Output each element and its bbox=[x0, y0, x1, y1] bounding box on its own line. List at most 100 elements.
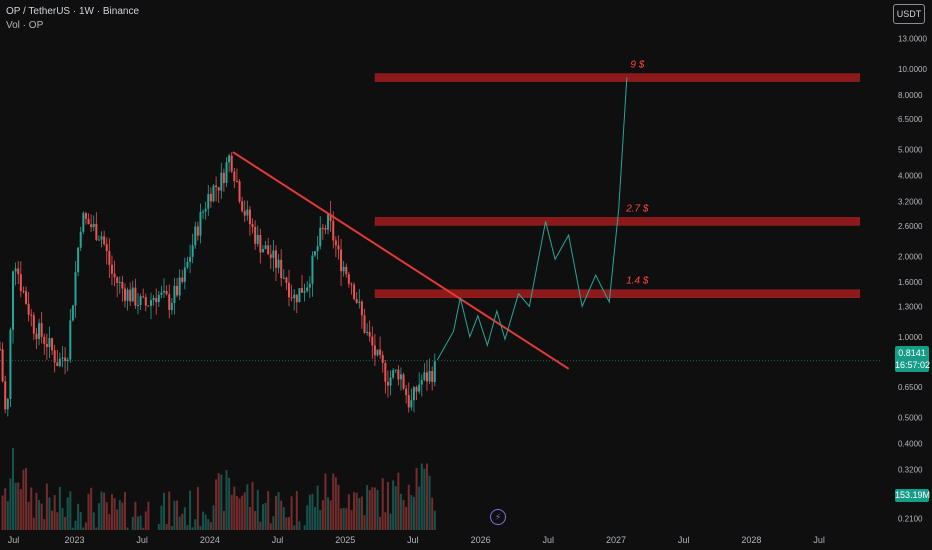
candle-body bbox=[183, 267, 186, 282]
candle-body bbox=[217, 187, 220, 191]
candle-body bbox=[394, 369, 397, 371]
candle-body bbox=[329, 213, 332, 221]
candle-body bbox=[282, 277, 285, 279]
candle-body bbox=[108, 251, 111, 265]
time-tick-label: 2027 bbox=[606, 535, 626, 545]
volume-bar bbox=[43, 519, 46, 530]
volume-bar bbox=[376, 489, 379, 530]
volume-bar bbox=[433, 510, 436, 530]
candle-body bbox=[402, 374, 405, 389]
volume-bar bbox=[14, 482, 17, 530]
volume-bar bbox=[199, 526, 202, 530]
volume-bar bbox=[27, 501, 30, 530]
lightning-icon[interactable]: ⚡ bbox=[490, 509, 506, 525]
price-tick-label: 4.0000 bbox=[898, 172, 923, 181]
volume-bar bbox=[209, 522, 212, 530]
candle-body bbox=[22, 291, 25, 293]
volume-bar bbox=[379, 516, 382, 530]
volume-bar bbox=[360, 496, 363, 530]
candle-body bbox=[4, 381, 7, 410]
candle-body bbox=[14, 268, 17, 272]
volume-bar bbox=[100, 491, 103, 530]
volume-bar bbox=[371, 487, 374, 530]
price-tick-label: 1.6000 bbox=[898, 278, 923, 287]
volume-bar bbox=[136, 516, 139, 530]
candle-body bbox=[285, 277, 288, 283]
candle-body bbox=[324, 228, 327, 230]
volume-bar bbox=[264, 502, 267, 530]
volume-bar bbox=[191, 527, 194, 530]
price-tick-label: 0.2100 bbox=[898, 514, 923, 523]
candle-body bbox=[97, 239, 100, 241]
volume-bar bbox=[399, 493, 402, 530]
volume-bar bbox=[272, 516, 275, 530]
candle-body bbox=[168, 294, 171, 310]
volume-bar bbox=[410, 495, 413, 530]
candle-body bbox=[384, 362, 387, 382]
candle-body bbox=[272, 250, 275, 258]
candle-body bbox=[340, 249, 343, 272]
volume-bar bbox=[324, 473, 327, 530]
candle-body bbox=[334, 240, 337, 246]
volume-bar bbox=[386, 481, 389, 530]
volume-bar bbox=[397, 472, 400, 530]
candle-body bbox=[212, 185, 215, 202]
volume-bar bbox=[277, 492, 280, 530]
time-tick-label: Jul bbox=[543, 535, 555, 545]
candle-body bbox=[48, 338, 51, 348]
candle-body bbox=[397, 369, 400, 380]
candle-body bbox=[308, 283, 311, 288]
candle-body bbox=[103, 236, 106, 245]
volume-bar bbox=[329, 500, 332, 530]
time-tick-label: Jul bbox=[8, 535, 20, 545]
candle-body bbox=[355, 299, 358, 303]
time-tick-label: Jul bbox=[136, 535, 148, 545]
volume-bar bbox=[280, 500, 283, 530]
volume-indicator-label[interactable]: Vol · OP bbox=[6, 20, 44, 31]
candle-body bbox=[9, 329, 12, 399]
volume-bar bbox=[220, 474, 223, 530]
volume-bar bbox=[123, 492, 126, 530]
candle-body bbox=[332, 220, 335, 241]
candle-body bbox=[139, 296, 142, 306]
candle-body bbox=[38, 323, 41, 339]
candle-body bbox=[405, 388, 408, 396]
volume-bar bbox=[178, 516, 181, 530]
volume-bar bbox=[173, 500, 176, 530]
volume-bar bbox=[131, 516, 134, 530]
volume-bar bbox=[142, 527, 145, 530]
volume-bar bbox=[66, 497, 69, 530]
symbol-title[interactable]: OP / TetherUS · 1W · Binance bbox=[6, 6, 140, 17]
volume-bar bbox=[163, 492, 166, 530]
volume-bar bbox=[6, 501, 9, 530]
volume-bar bbox=[105, 502, 108, 530]
candle-body bbox=[69, 320, 72, 360]
time-tick-label: Jul bbox=[813, 535, 825, 545]
volume-bar bbox=[303, 525, 306, 530]
price-tick-label: 2.6000 bbox=[898, 222, 923, 231]
candle-body bbox=[337, 245, 340, 250]
candle-body bbox=[45, 343, 48, 348]
candle-body bbox=[371, 336, 374, 346]
candle-body bbox=[30, 314, 33, 316]
candle-body bbox=[121, 281, 124, 289]
candle-body bbox=[152, 298, 155, 301]
volume-bar bbox=[350, 510, 353, 530]
time-tick-label: 2024 bbox=[200, 535, 220, 545]
currency-button[interactable]: USDT bbox=[893, 4, 925, 24]
candle-body bbox=[202, 211, 205, 213]
volume-bar bbox=[118, 500, 121, 530]
candle-body bbox=[368, 332, 371, 337]
volume-bar bbox=[368, 490, 371, 530]
volume-bar bbox=[298, 521, 301, 530]
volume-bar bbox=[77, 503, 80, 530]
candle-body bbox=[215, 185, 218, 188]
volume-bar bbox=[287, 517, 290, 530]
volume-bar bbox=[358, 498, 361, 530]
candle-body bbox=[191, 245, 194, 257]
volume-bar bbox=[157, 523, 160, 530]
volume-bar bbox=[407, 484, 410, 530]
volume-bar bbox=[56, 512, 59, 530]
volume-bar bbox=[51, 510, 54, 530]
